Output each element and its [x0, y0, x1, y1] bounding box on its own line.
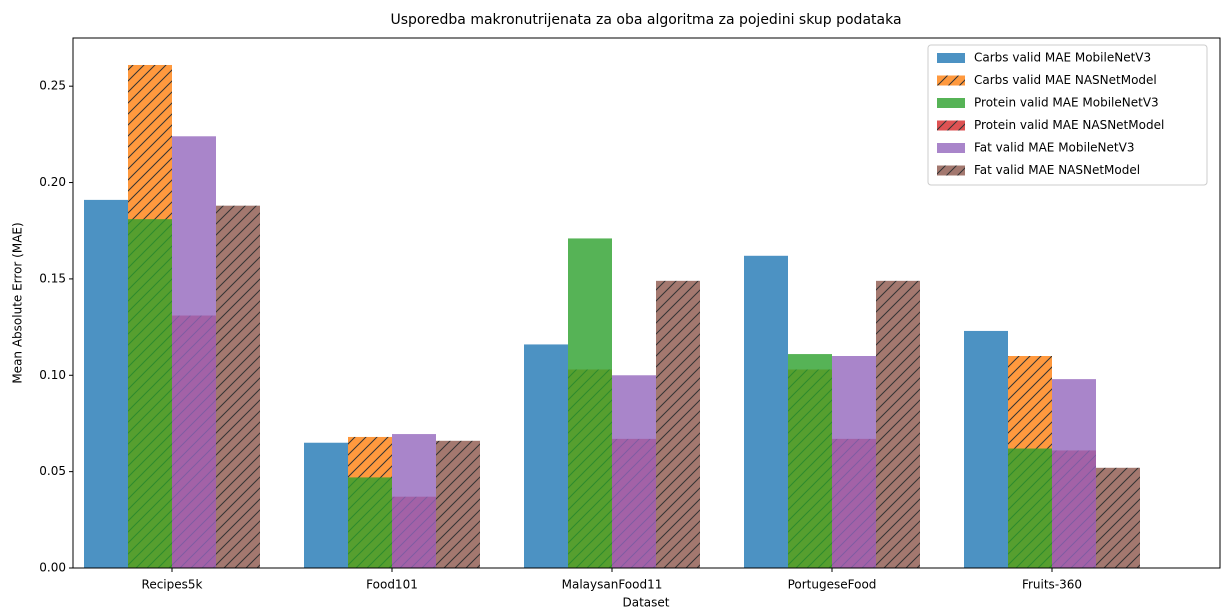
bar [876, 280, 920, 568]
bar [1096, 467, 1140, 568]
bar [216, 205, 260, 568]
bar [656, 280, 700, 568]
legend-swatch [937, 98, 965, 108]
y-tick-label: 0.15 [39, 271, 66, 285]
legend-label: Protein valid MAE MobileNetV3 [974, 96, 1159, 110]
x-axis-label: Dataset [623, 596, 670, 610]
legend-swatch [937, 120, 965, 131]
y-tick-label: 0.00 [39, 561, 66, 575]
bar [304, 442, 348, 568]
bar [788, 354, 832, 568]
bar [172, 136, 216, 569]
x-tick-label: PortugeseFood [788, 578, 877, 592]
bar [128, 219, 172, 568]
bar [436, 440, 480, 568]
y-tick-label: 0.25 [39, 79, 66, 93]
legend-label: Fat valid MAE NASNetModel [974, 163, 1140, 177]
bar [524, 344, 568, 568]
legend-swatch [937, 75, 965, 86]
bar [1052, 379, 1096, 568]
plot-frame [72, 37, 1221, 569]
y-axis-label: Mean Absolute Error (MAE) [11, 222, 25, 383]
bar [1008, 448, 1052, 568]
legend-label: Carbs valid MAE MobileNetV3 [974, 51, 1151, 65]
bar [744, 255, 788, 569]
bar [348, 477, 392, 568]
legend-label: Fat valid MAE MobileNetV3 [974, 141, 1134, 155]
x-tick-label: Fruits-360 [1022, 578, 1082, 592]
chart-title: Usporedba makronutrijenata za oba algori… [390, 12, 901, 28]
bar [568, 238, 612, 568]
x-tick-label: Food101 [366, 578, 418, 592]
x-tick-label: Recipes5k [142, 578, 203, 592]
y-tick-label: 0.05 [39, 464, 66, 478]
legend-swatch [937, 53, 965, 63]
legend-label: Carbs valid MAE NASNetModel [974, 73, 1157, 87]
bar [84, 199, 128, 568]
legend-label: Protein valid MAE NASNetModel [974, 118, 1164, 132]
bar [964, 330, 1008, 568]
bar [392, 434, 436, 568]
y-tick-label: 0.10 [39, 368, 66, 382]
legend-swatch [937, 143, 965, 153]
x-tick-label: MalaysanFood11 [562, 578, 663, 592]
bar [612, 375, 656, 568]
y-tick-label: 0.20 [39, 175, 66, 189]
legend-swatch [937, 165, 965, 176]
legend-box [927, 44, 1208, 186]
bar [832, 356, 876, 568]
